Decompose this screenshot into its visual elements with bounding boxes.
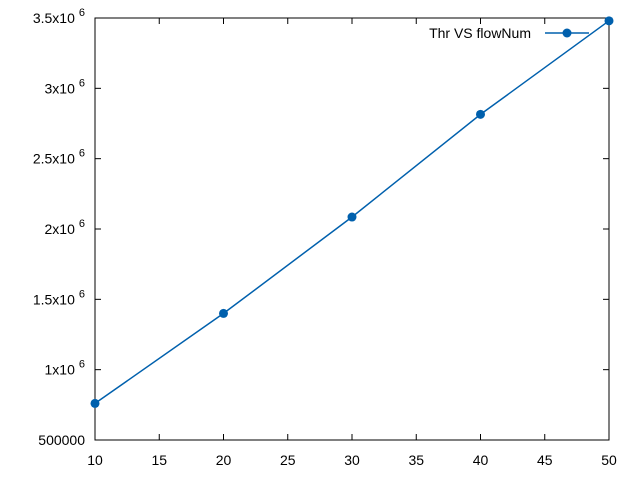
legend: Thr VS flowNum <box>429 25 589 41</box>
y-tick-exponent: 6 <box>79 218 85 230</box>
data-point <box>347 212 357 222</box>
plot-frame <box>94 17 610 441</box>
x-tick-label: 45 <box>537 452 553 468</box>
y-tick-mantissa: 3.5x10 <box>33 10 75 26</box>
y-tick-label: 500000 <box>38 432 85 448</box>
x-tick-label: 25 <box>280 452 296 468</box>
y-tick-label: 1.5x10 6 <box>33 288 85 307</box>
y-tick-mantissa: 1.5x10 <box>33 291 75 307</box>
series-layer <box>90 16 614 408</box>
y-tick-exponent: 6 <box>79 148 85 160</box>
y-tick-exponent: 6 <box>79 359 85 371</box>
x-tick-label: 15 <box>151 452 167 468</box>
y-tick-mantissa: 2x10 <box>45 221 76 237</box>
y-tick-label: 2.5x10 6 <box>33 148 85 167</box>
x-tick-label: 35 <box>408 452 424 468</box>
y-tick-exponent: 6 <box>79 288 85 300</box>
y-tick-label: 1x10 6 <box>45 359 85 378</box>
x-tick-label: 40 <box>473 452 489 468</box>
x-tick-label: 50 <box>601 452 617 468</box>
y-tick-exponent: 6 <box>79 7 85 19</box>
x-tick-label: 20 <box>216 452 232 468</box>
legend-marker <box>562 28 572 38</box>
y-tick-exponent: 6 <box>79 77 85 89</box>
x-tick-label: 10 <box>87 452 103 468</box>
y-tick-label: 3.5x10 6 <box>33 7 85 26</box>
y-tick-mantissa: 3x10 <box>45 80 76 96</box>
y-tick-mantissa: 500000 <box>38 432 85 448</box>
data-point <box>604 16 614 26</box>
y-tick-label: 3x10 6 <box>45 77 85 96</box>
series-line <box>94 20 610 405</box>
y-tick-label: 2x10 6 <box>45 218 85 237</box>
data-point <box>219 308 228 318</box>
y-tick-mantissa: 2.5x10 <box>33 151 75 167</box>
series-0 <box>90 16 614 408</box>
data-point <box>90 398 100 408</box>
data-point <box>476 109 485 119</box>
legend-label: Thr VS flowNum <box>429 25 531 41</box>
y-tick-mantissa: 1x10 <box>45 362 76 378</box>
x-tick-label: 30 <box>344 452 360 468</box>
